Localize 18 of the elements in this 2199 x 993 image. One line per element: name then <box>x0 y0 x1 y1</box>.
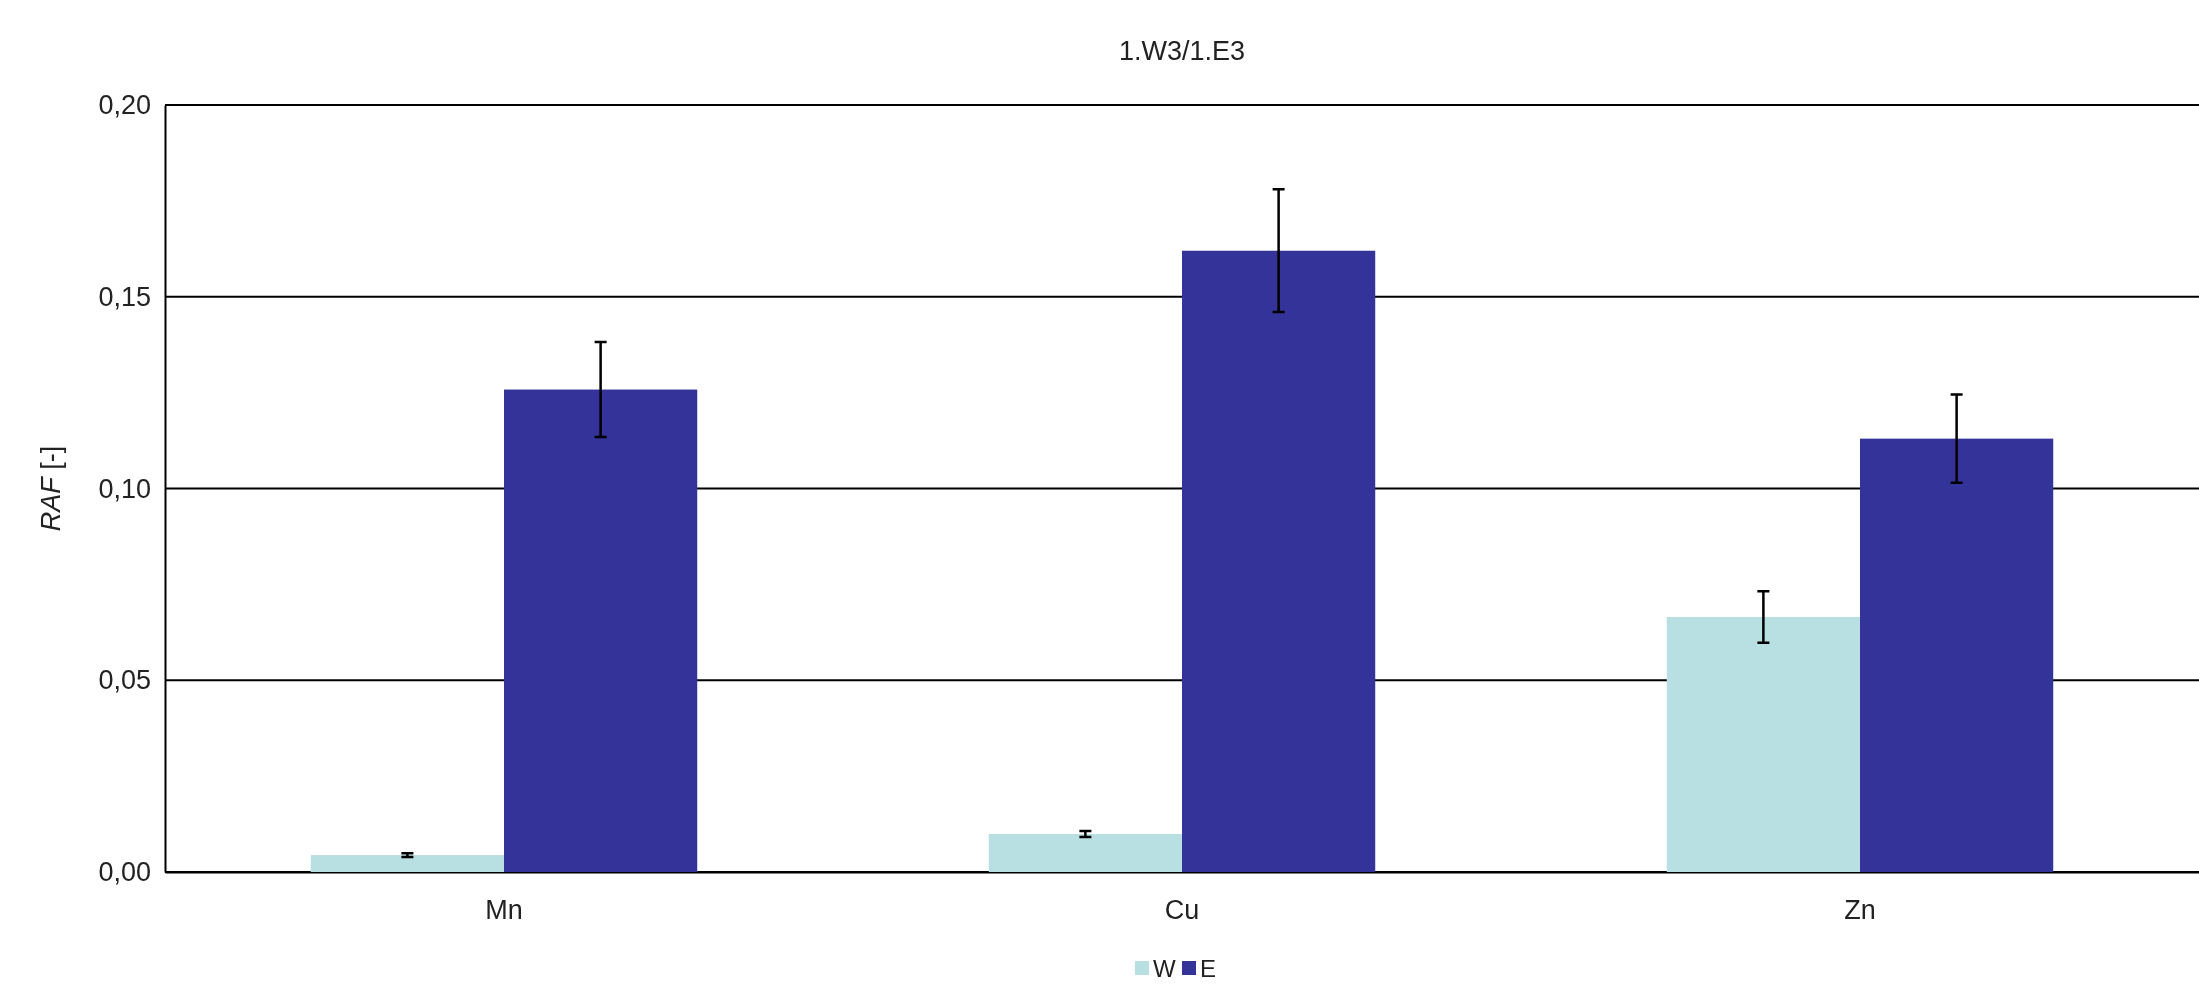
y-tick-label: 0,15 <box>98 281 151 312</box>
chart-title: 1.W3/1.E3 <box>1118 36 1246 66</box>
y-tick-label: 0,10 <box>98 473 151 504</box>
legend-label: W <box>1153 955 1176 982</box>
legend-label: E <box>1200 955 1217 982</box>
y-axis-title: RAF [-] <box>36 445 66 532</box>
y-tick-label: 0,05 <box>98 665 151 696</box>
bar <box>1666 616 1860 872</box>
x-tick-label: Cu <box>1164 895 1200 926</box>
y-tick-label: 0,20 <box>98 90 151 121</box>
y-tick-label: 0,00 <box>98 857 151 888</box>
bar <box>1182 250 1376 872</box>
bar <box>310 855 504 872</box>
x-tick-label: Zn <box>1844 895 1876 926</box>
bar <box>504 389 698 872</box>
bar <box>1860 438 2054 872</box>
x-tick-label: Mn <box>485 895 523 926</box>
bar <box>988 834 1182 872</box>
